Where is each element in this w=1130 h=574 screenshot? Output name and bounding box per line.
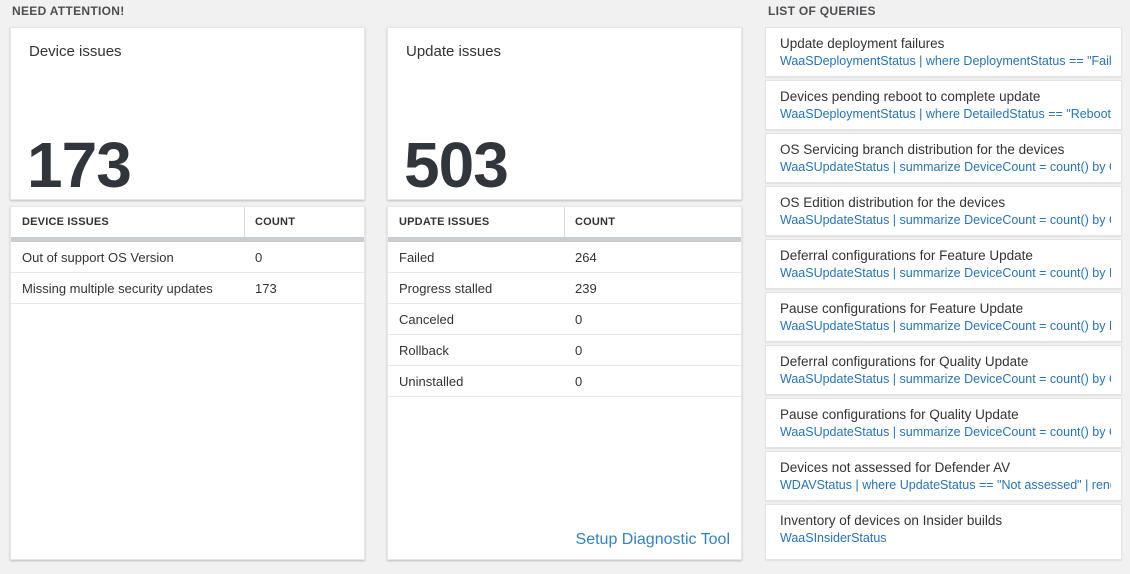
query-list-item[interactable]: Deferral configurations for Quality Upda… — [765, 345, 1122, 395]
query-list-panel: Update deployment failures WaaSDeploymen… — [765, 27, 1122, 560]
device-issues-tile-title: Device issues — [29, 43, 122, 60]
query-text: WaaSUpdateStatus | summarize DeviceCount… — [780, 425, 1111, 439]
table-row[interactable]: Out of support OS Version 0 — [11, 242, 364, 273]
device-issues-table-header: DEVICE ISSUES COUNT — [11, 207, 364, 237]
query-title: Pause configurations for Quality Update — [780, 407, 1019, 422]
issue-count: 0 — [575, 373, 583, 389]
column-header-update-issues: UPDATE ISSUES — [388, 207, 565, 237]
issue-label: Canceled — [399, 311, 454, 327]
query-title: Deferral configurations for Feature Upda… — [780, 248, 1033, 263]
update-issues-tile[interactable]: Update issues 503 — [387, 27, 742, 200]
query-list-item[interactable]: Pause configurations for Feature Update … — [765, 292, 1122, 342]
query-text: WaaSUpdateStatus | summarize DeviceCount… — [780, 372, 1111, 386]
column-header-device-issues: DEVICE ISSUES — [11, 207, 245, 237]
query-list-item[interactable]: Deferral configurations for Feature Upda… — [765, 239, 1122, 289]
query-list-item[interactable]: Devices pending reboot to complete updat… — [765, 80, 1122, 130]
query-title: Devices not assessed for Defender AV — [780, 460, 1011, 475]
table-scrollbar[interactable] — [388, 237, 741, 242]
table-row[interactable]: Missing multiple security updates 173 — [11, 273, 364, 304]
column-header-count: COUNT — [255, 216, 296, 228]
query-list-item[interactable]: Devices not assessed for Defender AV WDA… — [765, 451, 1122, 501]
setup-diagnostic-tool-link[interactable]: Setup Diagnostic Tool — [575, 531, 730, 548]
query-list-item[interactable]: OS Servicing branch distribution for the… — [765, 133, 1122, 183]
query-title: OS Servicing branch distribution for the… — [780, 142, 1065, 157]
device-issues-count: 173 — [27, 129, 132, 201]
issue-count: 0 — [255, 249, 263, 265]
table-row[interactable]: Canceled 0 — [388, 304, 741, 335]
section-title-list-of-queries: LIST OF QUERIES — [768, 4, 876, 18]
issue-count: 173 — [255, 280, 277, 296]
table-row[interactable]: Uninstalled 0 — [388, 366, 741, 397]
query-list-item[interactable]: Update deployment failures WaaSDeploymen… — [765, 27, 1122, 77]
query-text: WaaSDeploymentStatus | where DeploymentS… — [780, 54, 1111, 68]
table-row[interactable]: Rollback 0 — [388, 335, 741, 366]
table-row[interactable]: Progress stalled 239 — [388, 273, 741, 304]
query-title: OS Edition distribution for the devices — [780, 195, 1006, 210]
issue-label: Missing multiple security updates — [22, 280, 213, 296]
query-text: WaaSUpdateStatus | summarize DeviceCount… — [780, 266, 1111, 280]
issue-label: Uninstalled — [399, 373, 464, 389]
query-title: Deferral configurations for Quality Upda… — [780, 354, 1029, 369]
update-issues-tile-title: Update issues — [406, 43, 502, 60]
query-text: WaaSUpdateStatus | summarize DeviceCount… — [780, 213, 1111, 227]
issue-count: 0 — [575, 311, 583, 327]
issue-label: Rollback — [399, 342, 449, 358]
issue-count: 239 — [575, 280, 597, 296]
query-title: Inventory of devices on Insider builds — [780, 513, 1003, 528]
table-scrollbar[interactable] — [11, 237, 364, 242]
issue-label: Out of support OS Version — [22, 249, 174, 265]
issue-label: Failed — [399, 249, 435, 265]
query-list-item[interactable]: OS Edition distribution for the devices … — [765, 186, 1122, 236]
section-title-need-attention: NEED ATTENTION! — [12, 4, 125, 18]
update-issues-count: 503 — [404, 129, 509, 201]
query-list-item[interactable]: Pause configurations for Quality Update … — [765, 398, 1122, 448]
query-text: WaaSUpdateStatus | summarize DeviceCount… — [780, 319, 1111, 333]
device-issues-table: DEVICE ISSUES COUNT Out of support OS Ve… — [10, 206, 365, 560]
issue-count: 264 — [575, 249, 597, 265]
issue-count: 0 — [575, 342, 583, 358]
query-title: Pause configurations for Feature Update — [780, 301, 1024, 316]
device-issues-tile[interactable]: Device issues 173 — [10, 27, 365, 200]
query-title: Update deployment failures — [780, 36, 945, 51]
query-text: WaaSDeploymentStatus | where DetailedSta… — [780, 107, 1111, 121]
query-text: WaaSInsiderStatus — [780, 531, 887, 545]
update-issues-table-header: UPDATE ISSUES COUNT — [388, 207, 741, 237]
query-text: WaaSUpdateStatus | summarize DeviceCount… — [780, 160, 1111, 174]
query-list-item[interactable]: Inventory of devices on Insider builds W… — [765, 504, 1122, 560]
query-text: WDAVStatus | where UpdateStatus == "Not … — [780, 478, 1111, 492]
update-issues-table: UPDATE ISSUES COUNT Setup Diagnostic Too… — [387, 206, 742, 560]
column-header-count: COUNT — [575, 216, 616, 228]
query-title: Devices pending reboot to complete updat… — [780, 89, 1041, 104]
table-row[interactable]: Failed 264 — [388, 242, 741, 273]
issue-label: Progress stalled — [399, 280, 493, 296]
